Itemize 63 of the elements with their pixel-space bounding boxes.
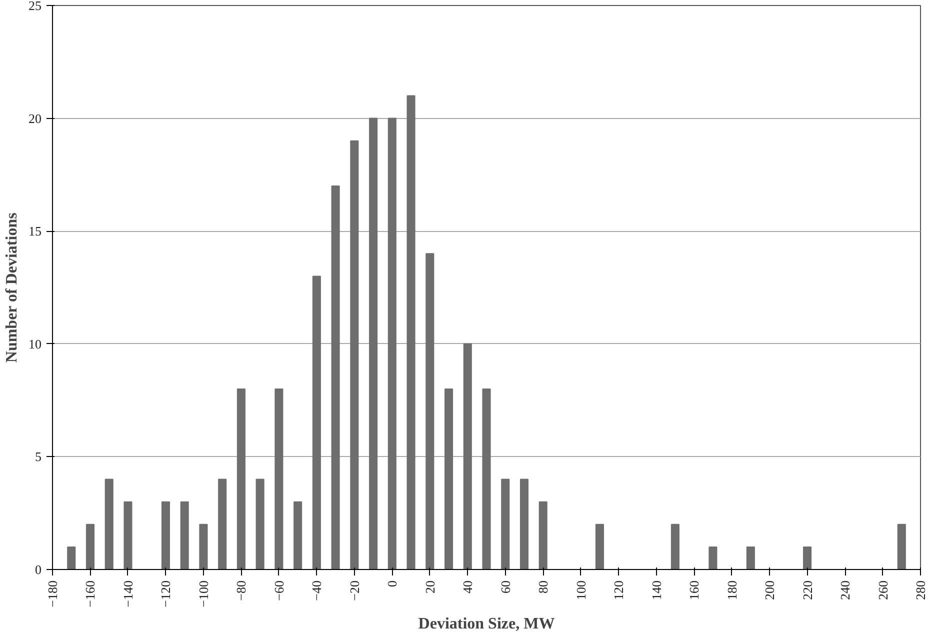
x-tick-label: −20 (346, 580, 362, 601)
bar (104, 478, 114, 570)
bar (463, 343, 472, 570)
bar (274, 388, 284, 570)
y-tick-label: 20 (28, 110, 42, 126)
x-tick-label: 240 (838, 580, 853, 600)
bar (350, 140, 359, 570)
bar (426, 253, 434, 570)
x-tick-label: 140 (648, 580, 664, 600)
x-tick-label: −100 (196, 580, 211, 608)
bar (218, 478, 227, 570)
bar (67, 546, 76, 570)
x-tick-label: −60 (271, 580, 286, 601)
x-tick-label: 60 (498, 580, 513, 594)
bar (388, 118, 396, 570)
x-axis-title: Deviation Size, MW (418, 615, 555, 632)
bar (482, 388, 491, 570)
x-tick-label: −40 (309, 580, 324, 601)
bar (520, 478, 529, 570)
bar (312, 276, 321, 570)
bar (86, 524, 95, 570)
x-tick-label: 20 (422, 580, 438, 594)
x-tick-label: −80 (234, 580, 249, 601)
bar (124, 501, 132, 570)
bar (538, 501, 548, 570)
bar (369, 118, 378, 570)
bar (670, 524, 680, 570)
bar (501, 478, 510, 570)
bar (708, 546, 718, 570)
y-tick-label: 25 (28, 0, 42, 13)
bar (803, 546, 812, 570)
y-tick-label: 10 (28, 336, 42, 352)
x-tick-label: 100 (573, 580, 588, 600)
x-tick-label: 0 (384, 580, 400, 587)
bar (897, 524, 906, 570)
y-axis-title: Number of Deviations (4, 212, 20, 363)
x-tick-label: 40 (460, 580, 476, 594)
x-tick-label: 260 (875, 580, 890, 600)
bar (406, 95, 416, 570)
x-tick-label: 120 (611, 580, 626, 600)
bar (331, 185, 340, 570)
y-tick-label: 5 (35, 449, 42, 464)
y-tick-label: 0 (35, 562, 42, 577)
bar (444, 388, 454, 570)
x-tick-label: 280 (913, 580, 928, 600)
bar (256, 478, 264, 570)
bar (746, 546, 755, 570)
bar (161, 501, 170, 570)
bar (294, 501, 302, 570)
x-tick-label: −120 (158, 580, 174, 608)
x-tick-label: −180 (45, 580, 60, 608)
bar (180, 501, 189, 570)
bar (236, 388, 246, 570)
x-tick-label: −160 (82, 580, 98, 608)
x-tick-label: 80 (536, 580, 551, 594)
x-tick-label: 220 (800, 580, 815, 600)
x-tick-label: 200 (762, 580, 778, 600)
x-tick-label: 160 (686, 580, 702, 600)
x-tick-label: 180 (724, 580, 740, 600)
y-tick-label: 15 (28, 224, 42, 239)
bar (199, 524, 208, 570)
bar (595, 524, 604, 570)
x-tick-label: −140 (120, 580, 136, 608)
